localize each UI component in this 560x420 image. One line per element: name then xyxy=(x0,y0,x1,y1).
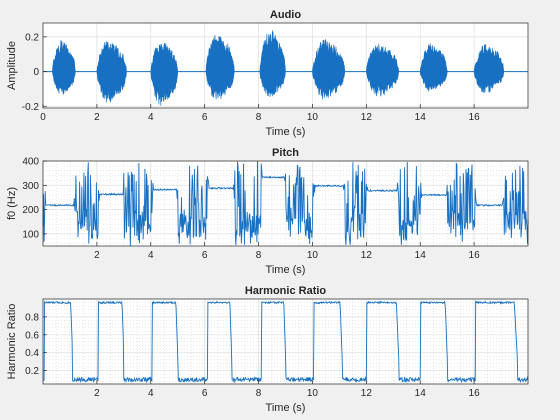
audio-x-tick-label: 12 xyxy=(361,112,373,123)
pitch-y-tick-label: 100 xyxy=(22,229,39,240)
harmonic-ratio-x-tick-label: 8 xyxy=(256,388,262,399)
audio-x-tick-label: 0 xyxy=(40,112,46,123)
harmonic-ratio-y-tick-label: 0.2 xyxy=(25,366,39,377)
audio-y-tick-label: 0.2 xyxy=(25,32,39,43)
harmonic-ratio-y-tick-label: 0.6 xyxy=(25,330,39,341)
harmonic-ratio-x-tick-label: 10 xyxy=(307,388,319,399)
audio-x-axis-label: Time (s) xyxy=(266,126,306,138)
pitch-x-tick-label: 12 xyxy=(361,250,373,261)
audio-x-tick-label: 16 xyxy=(469,112,481,123)
harmonic-ratio-line xyxy=(42,300,529,384)
pitch-x-tick-label: 14 xyxy=(415,250,427,261)
pitch-y-tick-label: 400 xyxy=(22,157,39,168)
harmonic-ratio-x-tick-label: 2 xyxy=(94,388,100,399)
harmonic-ratio-y-tick-label: 0.4 xyxy=(25,348,39,359)
audio-y-tick-label: 0 xyxy=(33,67,39,78)
audio-burst xyxy=(312,39,346,100)
pitch-y-axis-label: f0 (Hz) xyxy=(6,187,18,220)
pitch-x-tick-label: 4 xyxy=(148,250,154,261)
harmonic-ratio-y-axis-label: Harmonic Ratio xyxy=(6,304,18,380)
audio-burst xyxy=(96,41,127,103)
harmonic-ratio-x-tick-label: 4 xyxy=(148,388,154,399)
audio-x-tick-label: 10 xyxy=(307,112,319,123)
pitch-y-tick-label: 200 xyxy=(22,205,39,216)
audio-burst xyxy=(419,43,448,92)
audio-x-tick-label: 14 xyxy=(415,112,427,123)
audio-burst xyxy=(205,35,235,100)
harmonic-ratio-x-tick-label: 16 xyxy=(469,388,481,399)
pitch-axes-frame xyxy=(42,160,529,247)
audio-burst xyxy=(365,43,400,97)
pitch-x-tick-label: 6 xyxy=(202,250,208,261)
harmonic-ratio-x-tick-label: 12 xyxy=(361,388,373,399)
harmonic-ratio-y-tick-label: 0.8 xyxy=(25,312,39,323)
audio-x-tick-label: 4 xyxy=(148,112,154,123)
harmonic-ratio-x-axis-label: Time (s) xyxy=(266,402,306,414)
audio-burst xyxy=(259,30,286,98)
harmonic-ratio-panel: 2 4 6 8 10 12 14 160.20.40.60.8 Harmonic Ratio … xyxy=(6,285,529,414)
audio-x-tick-label: 8 xyxy=(256,112,262,123)
audio-burst xyxy=(150,43,179,106)
harmonic-ratio-x-tick-label: 14 xyxy=(415,388,427,399)
audio-panel: 0 2 4 6 8 10 12 14 16-0.200.2 Audio Time (s) Amp… xyxy=(6,9,529,138)
harmonic-ratio-axes-frame xyxy=(42,298,529,385)
harmonic-ratio-x-tick-label: 6 xyxy=(202,388,208,399)
pitch-title: Pitch xyxy=(272,147,299,159)
pitch-x-tick-label: 10 xyxy=(307,250,319,261)
audio-burst xyxy=(473,44,505,94)
audio-y-axis-label: Amplitude xyxy=(6,41,18,90)
audio-axes-frame xyxy=(42,22,529,109)
pitch-line xyxy=(42,161,529,246)
audio-x-tick-label: 2 xyxy=(94,112,100,123)
pitch-x-axis-label: Time (s) xyxy=(266,264,306,276)
pitch-x-tick-label: 16 xyxy=(469,250,481,261)
audio-x-tick-label: 6 xyxy=(202,112,208,123)
pitch-x-tick-label: 2 xyxy=(94,250,100,261)
audio-burst xyxy=(52,40,76,96)
audio-y-tick-label: -0.2 xyxy=(22,102,40,113)
audio-title: Audio xyxy=(270,9,301,21)
harmonic-ratio-title: Harmonic Ratio xyxy=(245,285,327,297)
pitch-y-tick-label: 300 xyxy=(22,181,39,192)
pitch-x-tick-label: 8 xyxy=(256,250,262,261)
